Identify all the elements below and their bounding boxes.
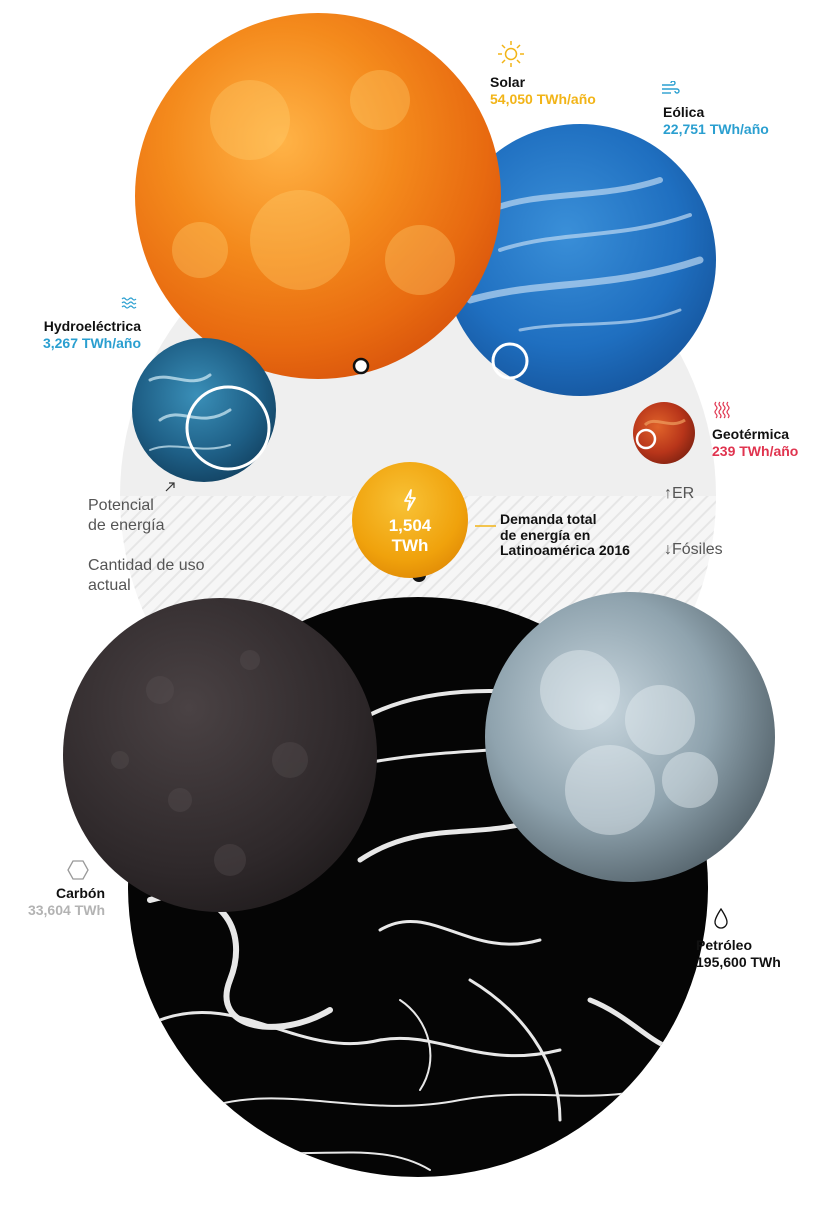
fossils-direction: ↓Fósiles [664,540,723,560]
petroleo-label: Petróleo 195,600 TWh [696,937,781,971]
renewables-direction-label: ER [672,485,695,502]
eolica-label: Eólica 22,751 TWh/año [663,104,769,138]
down-arrow-icon: ↓ [664,541,672,558]
diagonal-arrow-icon [165,482,175,492]
heat-icon [714,401,730,419]
solar-value: 54,050 TWh/año [490,90,596,107]
sun-icon [498,41,524,67]
hydro-name: Hydroeléctrica [43,318,141,334]
geo-label: Geotérmica 239 TWh/año [712,426,798,460]
carbon-name: Carbón [56,885,105,901]
demand-label-line-2: de energía en [500,526,591,543]
usage-label-line-1: Cantidad de uso [88,557,205,574]
demand-value-unit: TWh [391,535,429,555]
fossils-direction-label: Fósiles [672,541,723,558]
solar-bubble [135,13,501,379]
usage-label-line-2: actual [88,577,131,594]
demand-label: Demanda total de energía en Latinoaméric… [500,511,630,559]
up-arrow-icon: ↑ [664,485,672,502]
geo-value: 239 TWh/año [712,442,799,459]
solar-name: Solar [490,74,526,90]
droplet-icon [714,908,728,929]
eolica-name: Eólica [663,104,705,120]
usage-label: Cantidad de uso actual [88,556,205,596]
demand-label-line-1: Demanda total [500,511,597,527]
petroleo-value: 195,600 TWh [696,953,781,970]
demand-circle [352,462,468,578]
wind-icon [662,81,680,94]
water-icon [121,297,137,309]
geo-name: Geotérmica [712,426,790,442]
hydro-label: Hydroeléctrica 3,267 TWh/año [43,318,141,352]
demand-value-number: 1,504 [388,516,432,535]
lightning-icon [404,489,416,511]
geo-bubble [633,402,695,464]
hexagon-icon [67,860,89,880]
petroleo-name: Petróleo [696,937,753,953]
carbon-value: 33,604 TWh [27,901,105,918]
carbon-bubble [63,598,377,912]
solar-label: Solar 54,050 TWh/año [490,74,596,108]
potential-label-line-2: de energía [88,517,165,534]
eolica-value: 22,751 TWh/año [663,120,769,137]
potential-label: Potencial de energía [88,496,165,536]
hydro-bubble [132,338,276,482]
hydro-value: 3,267 TWh/año [42,334,141,351]
renewables-direction: ↑ER [664,484,694,504]
potential-label-line-1: Potencial [88,497,154,514]
carbon-label: Carbón 33,604 TWh [28,885,105,919]
petroleo-smoke-bubble [485,592,775,882]
eolica-bubble [444,124,716,396]
demand-label-line-3: Latinoamérica 2016 [500,542,630,559]
demand-value: 1,504 TWh [352,516,468,555]
